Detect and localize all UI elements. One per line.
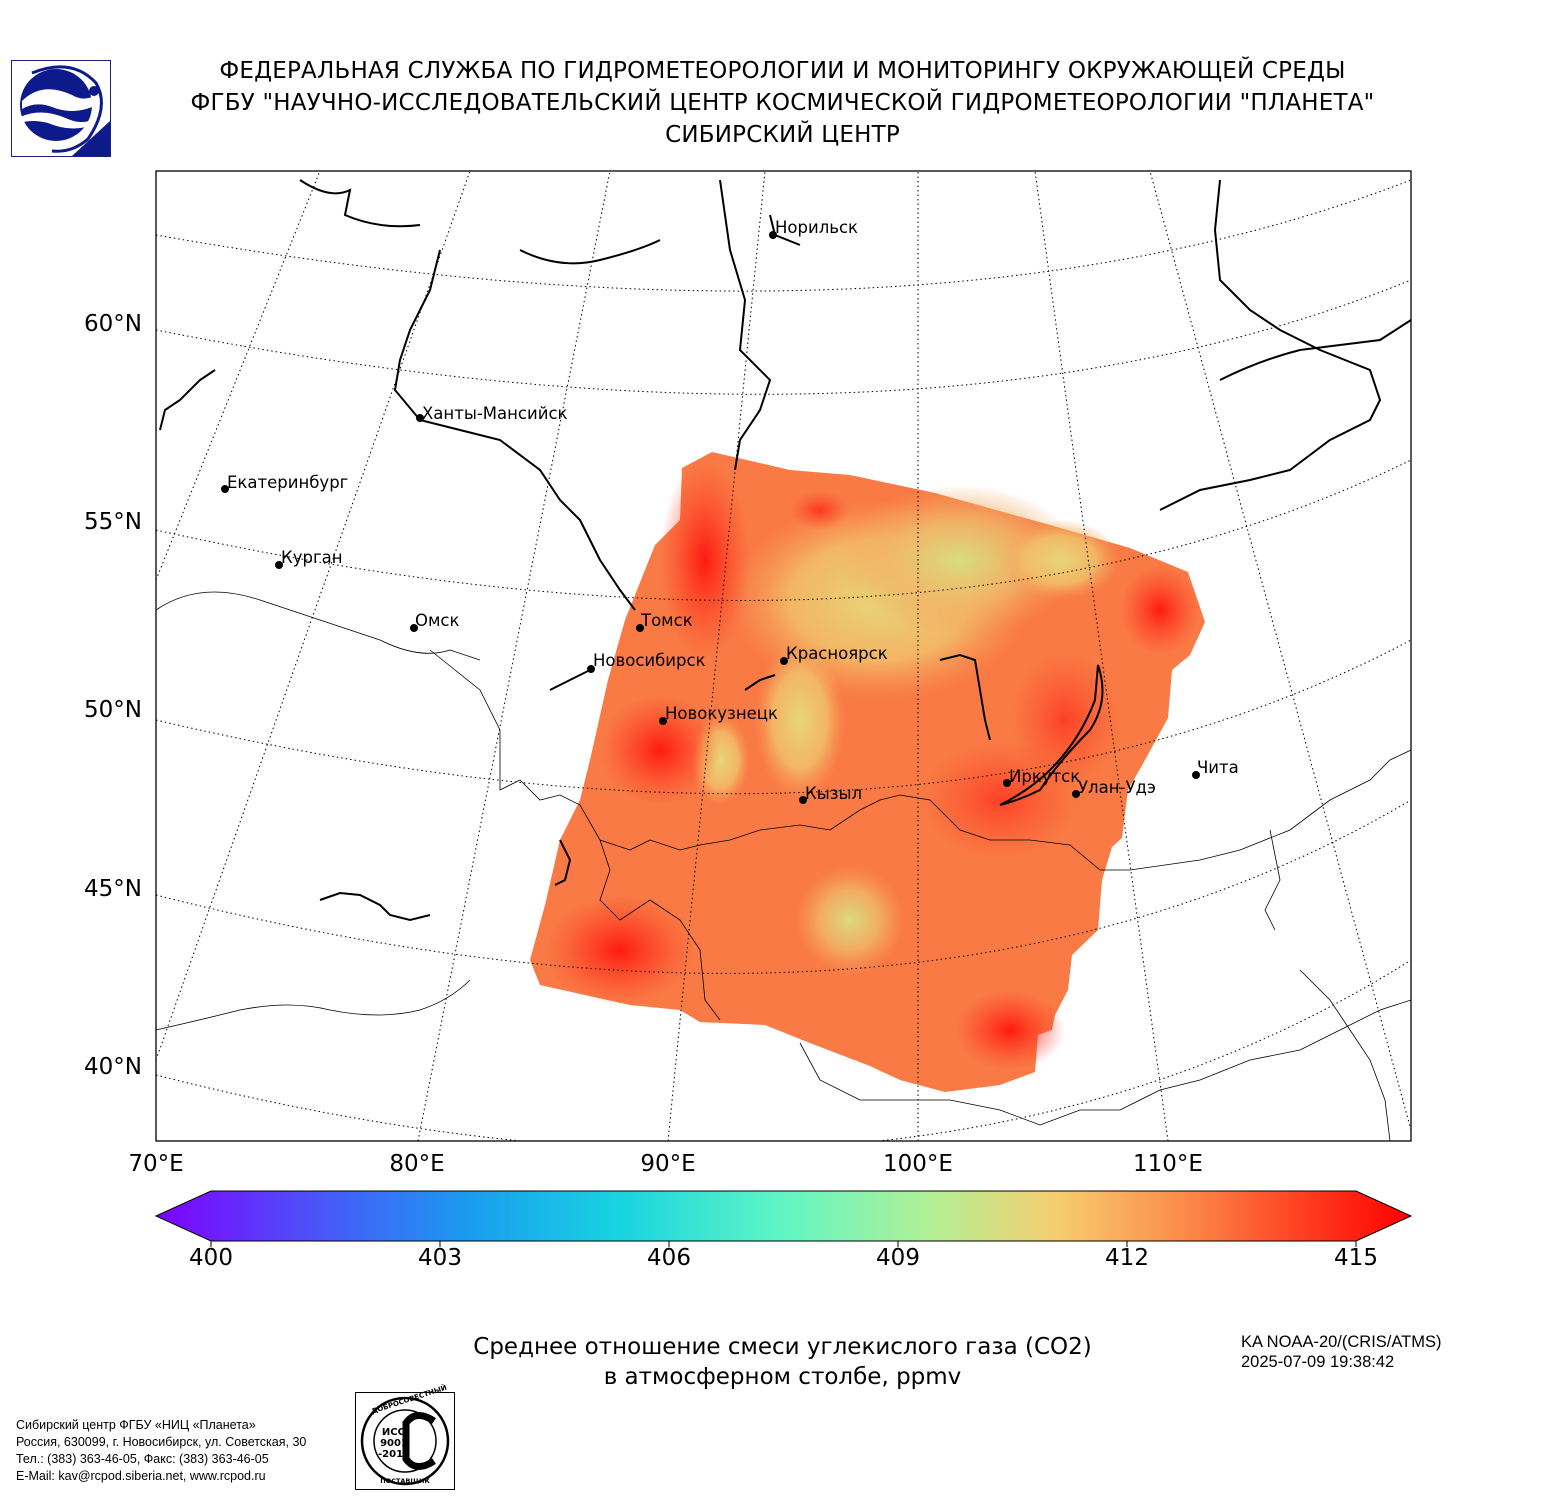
city-label: Норильск (775, 218, 859, 237)
footer-line: Тел.: (383) 363-46-05, Факс: (383) 363-4… (16, 1452, 269, 1466)
footer-line: Сибирский центр ФГБУ «НИЦ «Планета» (16, 1418, 256, 1432)
planeta-logo-icon (11, 60, 111, 157)
iso-code-1: ИСО (381, 1427, 407, 1438)
city-label: Иркутск (1009, 767, 1081, 786)
city-label: Томск (641, 611, 693, 630)
colorbar-tick: 403 (418, 1245, 462, 1271)
footer-line: Россия, 630099, г. Новосибирск, ул. Сове… (16, 1435, 307, 1449)
colorbar-tick: 415 (1334, 1245, 1378, 1271)
caption-line-1: Среднее отношение смеси углекислого газа… (473, 1334, 1092, 1360)
colorbar-tick: 400 (189, 1245, 233, 1271)
city-markers (221, 231, 1200, 804)
lon-label: 110°E (1133, 1151, 1203, 1177)
iso-code: ИСО 9001 -2015 (374, 1427, 414, 1460)
city-label: Екатеринбург (227, 473, 349, 492)
lon-label: 70°E (128, 1151, 184, 1177)
iso-bottom-text: ПОСТАВЩИК (380, 1477, 430, 1485)
colorbar (154, 1190, 1413, 1247)
city-label: Чита (1197, 758, 1239, 777)
iso-stamp-icon: ДОБРОСОВЕСТНЫЙ ИСО 9001 -2015 ПОСТАВЩИК (355, 1384, 455, 1490)
header-line-3: СИБИРСКИЙ ЦЕНТР (665, 122, 900, 148)
satellite-name: KA NOAA-20/(CRIS/ATMS) (1241, 1333, 1442, 1351)
colorbar-tick: 412 (1105, 1245, 1149, 1271)
footer-address: Сибирский центр ФГБУ «НИЦ «Планета» Росс… (16, 1417, 306, 1485)
iso-code-2: 9001 (380, 1438, 408, 1449)
city-label: Омск (415, 611, 460, 630)
footer-line: E-Mail: kav@rcpod.siberia.net, www.rcpod… (16, 1469, 266, 1483)
header-line-1: ФЕДЕРАЛЬНАЯ СЛУЖБА ПО ГИДРОМЕТЕОРОЛОГИИ … (219, 58, 1346, 84)
iso-code-3: -2015 (378, 1449, 410, 1460)
map-frame (155, 170, 1412, 1142)
lat-label: 40°N (84, 1054, 142, 1080)
city-label: Кызыл (805, 784, 863, 803)
city-label: Новокузнецк (665, 704, 778, 723)
satellite-datetime: 2025-07-09 19:38:42 (1241, 1353, 1395, 1371)
lon-label: 80°E (389, 1151, 445, 1177)
satellite-info: KA NOAA-20/(CRIS/ATMS) 2025-07-09 19:38:… (1241, 1332, 1441, 1372)
city-label: Улан-Удэ (1078, 778, 1156, 797)
colorbar-tick: 409 (876, 1245, 920, 1271)
city-label: Красноярск (786, 644, 888, 663)
city-label: Ханты-Мансийск (422, 404, 568, 423)
lat-label: 55°N (84, 509, 142, 535)
caption-line-2: в атмосферном столбе, ppmv (603, 1364, 962, 1390)
city-label: Курган (281, 548, 343, 567)
lat-label: 60°N (84, 311, 142, 337)
colorbar-tick: 406 (647, 1245, 691, 1271)
lon-label: 90°E (640, 1151, 696, 1177)
lon-label: 100°E (883, 1151, 953, 1177)
lat-label: 50°N (84, 697, 142, 723)
city-label: Новосибирск (593, 651, 706, 670)
lat-label: 45°N (84, 876, 142, 902)
header-line-2: ФГБУ "НАУЧНО-ИССЛЕДОВАТЕЛЬСКИЙ ЦЕНТР КОС… (190, 90, 1375, 116)
